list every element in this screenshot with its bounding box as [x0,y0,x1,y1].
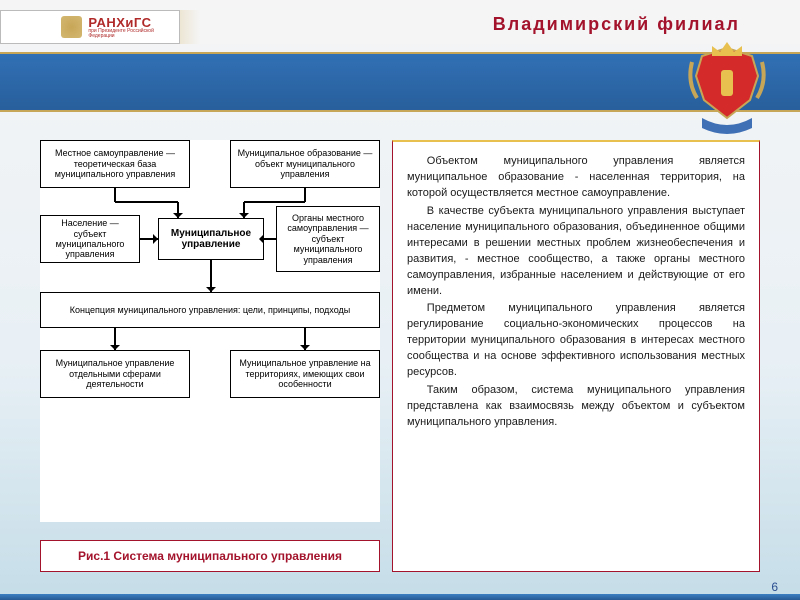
flowchart-node-top_right: Муниципальное образование — объект муниц… [230,140,380,188]
logo-subtitle: при Президенте Российской Федерации [88,29,179,39]
bottom-edge [0,594,800,600]
body-paragraph: Таким образом, система муниципального уп… [407,383,745,431]
flowchart-diagram: Местное самоуправление — теоретическая б… [40,140,380,522]
logo-block: РАНХиГС при Президенте Российской Федера… [0,10,180,44]
flowchart-edge [304,188,306,202]
logo-emblem-icon [61,16,82,38]
flowchart-node-bot_right: Муниципальное управление на территориях,… [230,350,380,398]
body-text: Объектом муниципального управления являе… [392,140,760,572]
flowchart-node-right: Органы местного самоуправления — субъект… [276,206,380,272]
body-paragraph: В качестве субъекта муниципального управ… [407,204,745,300]
arrow-head-icon [259,234,264,244]
title-band [0,52,800,112]
flowchart-edge [115,201,178,203]
arrow-head-icon [153,234,158,244]
coat-of-arms-icon [682,40,772,140]
flowchart-edge [264,238,276,240]
page-number: 6 [771,580,778,594]
arrow-head-icon [206,287,216,292]
flowchart-edge [244,201,305,203]
flowchart-edge [114,188,116,202]
arrow-head-icon [110,345,120,350]
flowchart-node-center: Муниципальное управление [158,218,264,260]
flowchart-node-concept: Концепция муниципального управления: цел… [40,292,380,328]
content-area: Местное самоуправление — теоретическая б… [40,140,760,572]
flowchart-node-bot_left: Муниципальное управление отдельными сфер… [40,350,190,398]
page-title: Владимирский филиал [493,14,740,35]
flowchart-node-left: Население — субъект муниципального управ… [40,215,140,263]
logo-name: РАНХиГС [88,16,179,29]
figure-caption: Рис.1 Система муниципального управления [40,540,380,572]
diagram-column: Местное самоуправление — теоретическая б… [40,140,380,572]
body-paragraph: Предметом муниципального управления явля… [407,301,745,381]
arrow-head-icon [239,213,249,218]
body-paragraph: Объектом муниципального управления являе… [407,154,745,202]
arrow-head-icon [173,213,183,218]
logo-text: РАНХиГС при Президенте Российской Федера… [88,16,179,39]
arrow-head-icon [300,345,310,350]
flowchart-node-top_left: Местное самоуправление — теоретическая б… [40,140,190,188]
